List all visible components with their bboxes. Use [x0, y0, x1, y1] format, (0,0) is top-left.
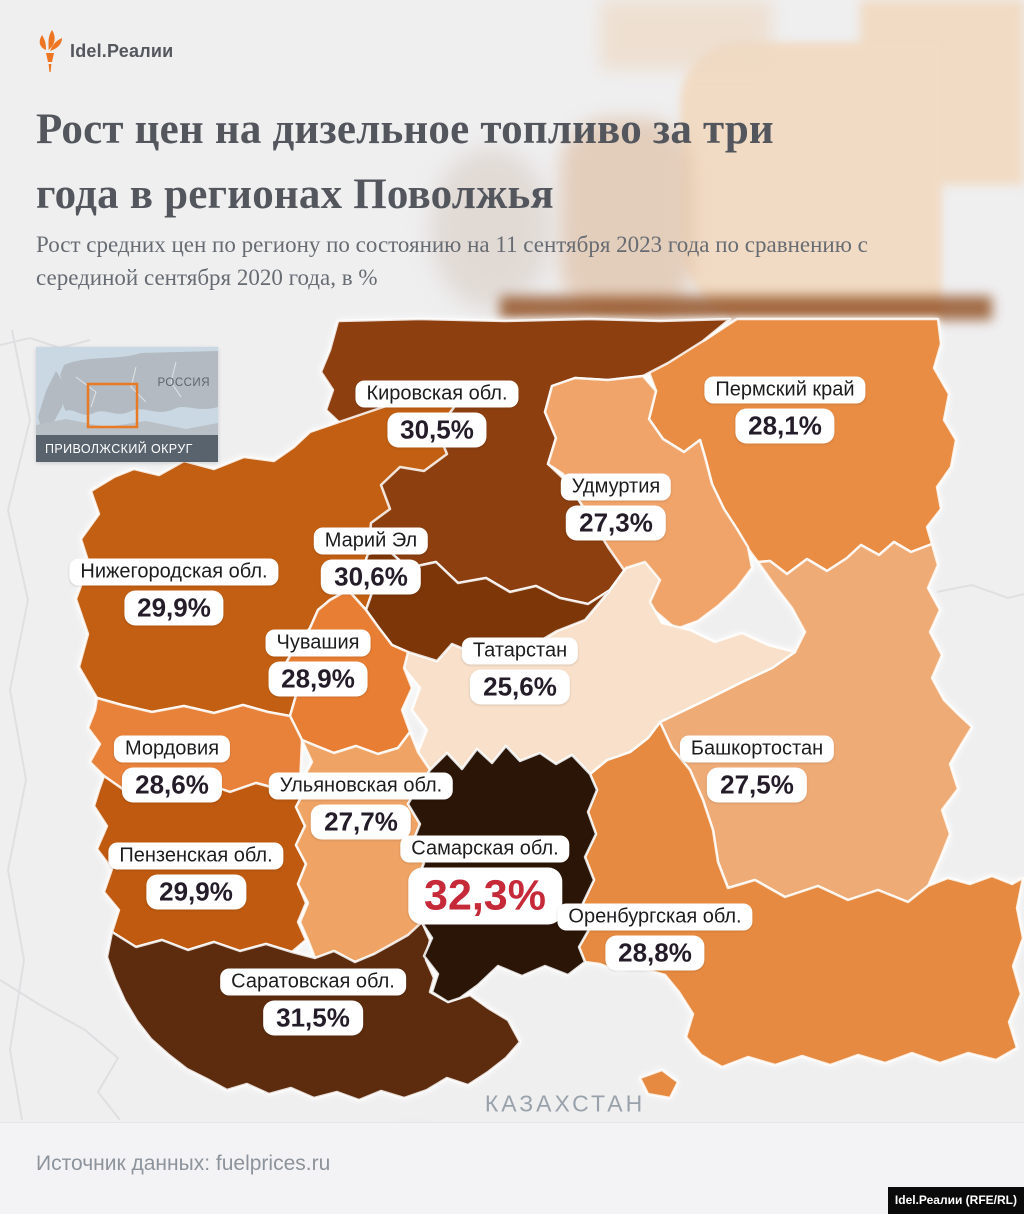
data-source: Источник данных: fuelprices.ru: [36, 1152, 331, 1175]
district-label: ПРИВОЛЖСКИЙ ОКРУГ: [45, 441, 193, 456]
region-shape-orenburg: [577, 720, 1024, 1069]
kazakhstan-label: КАЗАХСТАН: [484, 1090, 646, 1117]
region-shape-penza: [92, 774, 308, 954]
region-shape-orenburg-fragment: [638, 1068, 680, 1100]
brand-logo: Idel.Реалии: [36, 30, 173, 72]
page-subtitle: Рост средних цен по региону по состоянию…: [36, 232, 868, 291]
russia-label: РОССИЯ: [157, 377, 210, 389]
title-line-2: года в регионах Поволжья: [36, 170, 554, 218]
torch-icon: [39, 30, 62, 72]
region-shape-samara: [406, 744, 599, 1004]
district-highlight-rect: [86, 382, 139, 429]
faint-country-borders: [0, 329, 1024, 1121]
page-title: Рост цен на дизельное топливо за три год…: [36, 98, 976, 227]
region-shape-mordovia: [86, 696, 304, 794]
locator-map-canvas: РОССИЯ: [36, 347, 218, 435]
locator-map: РОССИЯ ПРИВОЛЖСКИЙ ОКРУГ: [36, 347, 218, 462]
brand-name: Idel.Реалии: [70, 40, 174, 61]
region-shape-ulyanovsk: [294, 730, 432, 964]
credit-badge: Idel.Реалии (RFE/RL): [887, 1187, 1024, 1214]
russia-outline: [36, 351, 218, 435]
district-bar: ПРИВОЛЖСКИЙ ОКРУГ: [36, 435, 218, 462]
footer-strip: [0, 1122, 1024, 1214]
title-line-1: Рост цен на дизельное топливо за три: [36, 106, 774, 153]
